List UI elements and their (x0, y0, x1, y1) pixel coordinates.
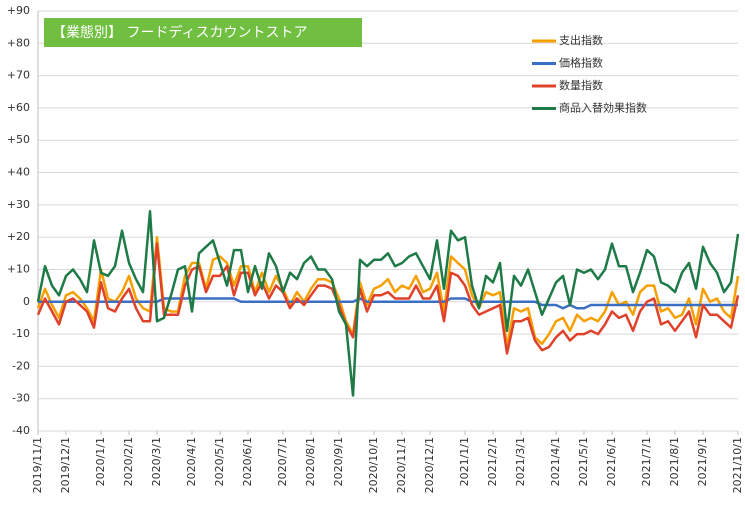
x-tick-label: 2020/5/1 (213, 437, 226, 486)
x-tick-label: 2021/1/1 (458, 437, 471, 486)
x-tick-label: 2020/7/1 (276, 437, 289, 486)
x-tick-label: 2020/1/1 (94, 437, 107, 486)
y-tick-label: -10 (12, 327, 30, 340)
y-tick-label: -40 (12, 424, 30, 437)
y-tick-label: +50 (7, 133, 30, 146)
y-tick-label: 0 (23, 295, 30, 308)
y-tick-label: +90 (7, 4, 30, 17)
x-tick-label: 2020/10/1 (367, 437, 380, 493)
y-tick-label: +70 (7, 69, 30, 82)
x-tick-label: 2020/9/1 (332, 437, 345, 486)
x-tick-label: 2019/11/1 (31, 437, 44, 493)
x-tick-label: 2019/12/1 (59, 437, 72, 493)
y-tick-label: +60 (7, 101, 30, 114)
x-tick-label: 2021/3/1 (514, 437, 527, 486)
grid-layer (37, 10, 739, 435)
x-tick-label: 2020/2/1 (122, 437, 135, 486)
legend-label: 数量指数 (559, 78, 603, 92)
x-tick-label: 2020/12/1 (423, 437, 436, 493)
x-tick-label: 2020/6/1 (241, 437, 254, 486)
x-tick-label: 2021/7/1 (640, 437, 653, 486)
x-tick-label: 2020/3/1 (150, 437, 163, 486)
x-tick-label: 2021/10/1 (731, 437, 744, 493)
series-line (36, 210, 740, 397)
legend-label: 価格指数 (559, 56, 603, 70)
y-tick-label: +30 (7, 198, 30, 211)
x-tick-label: 2020/8/1 (304, 437, 317, 486)
x-tick-label: 2020/4/1 (185, 437, 198, 486)
x-tick-label: 2021/8/1 (668, 437, 681, 486)
legend-label: 商品入替効果指数 (559, 101, 647, 115)
x-tick-label: 2021/6/1 (605, 437, 618, 486)
y-tick-label: +20 (7, 230, 30, 243)
chart-title: 【業態別】 フードディスカウントストア (52, 24, 307, 41)
y-tick-label: +40 (7, 166, 30, 179)
x-tick-label: 2021/2/1 (486, 437, 499, 486)
title-box (44, 18, 362, 47)
legend-label: 支出指数 (559, 33, 603, 47)
x-tick-label: 2021/5/1 (577, 437, 590, 486)
series-line (36, 242, 740, 355)
x-tick-label: 2020/11/1 (395, 437, 408, 493)
x-tick-label: 2021/4/1 (549, 437, 562, 486)
y-tick-label: +80 (7, 36, 30, 49)
y-tick-label: +10 (7, 262, 30, 275)
x-tick-label: 2021/9/1 (696, 437, 709, 486)
y-tick-label: -30 (12, 392, 30, 405)
y-tick-label: -20 (12, 359, 30, 372)
